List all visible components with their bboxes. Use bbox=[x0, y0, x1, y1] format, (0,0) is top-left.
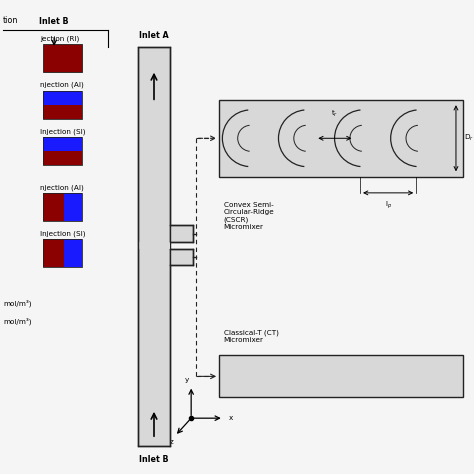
Text: x: x bbox=[228, 415, 233, 421]
Text: Inlet B: Inlet B bbox=[39, 17, 69, 26]
Text: mol/m³): mol/m³) bbox=[3, 299, 31, 307]
Bar bbox=[43, 137, 82, 151]
Bar bbox=[170, 225, 193, 242]
Text: Inlet B: Inlet B bbox=[139, 456, 169, 465]
Bar bbox=[138, 242, 170, 249]
Bar bbox=[43, 44, 82, 72]
Text: Injection (SI): Injection (SI) bbox=[40, 128, 86, 135]
Text: njection (AI): njection (AI) bbox=[40, 82, 84, 88]
Text: Inlet A: Inlet A bbox=[139, 30, 169, 39]
Text: Classical-T (CT)
Micromixer: Classical-T (CT) Micromixer bbox=[224, 330, 279, 343]
Text: z: z bbox=[170, 439, 173, 445]
Text: y: y bbox=[184, 377, 189, 383]
Bar bbox=[43, 91, 82, 118]
Text: njection (AI): njection (AI) bbox=[40, 184, 84, 191]
Text: tion: tion bbox=[3, 16, 18, 25]
Bar bbox=[138, 46, 170, 446]
Bar bbox=[43, 137, 82, 165]
Text: D$_r$: D$_r$ bbox=[465, 133, 474, 143]
Bar bbox=[219, 100, 463, 177]
Text: l$_p$: l$_p$ bbox=[384, 200, 392, 211]
Bar bbox=[43, 193, 82, 221]
Text: jection (RI): jection (RI) bbox=[40, 36, 80, 42]
Bar bbox=[64, 193, 82, 221]
Bar bbox=[64, 239, 82, 267]
Bar bbox=[43, 105, 82, 118]
Bar bbox=[43, 151, 82, 165]
Bar bbox=[219, 356, 463, 397]
Text: t$_r$: t$_r$ bbox=[331, 109, 338, 119]
Bar bbox=[43, 193, 64, 221]
Bar bbox=[43, 91, 82, 105]
Bar bbox=[43, 239, 82, 267]
Text: Injection (SI): Injection (SI) bbox=[40, 230, 86, 237]
Text: mol/m³): mol/m³) bbox=[3, 318, 31, 325]
Text: Convex Semi-
Circular-Ridge
(CSCR)
Micromixer: Convex Semi- Circular-Ridge (CSCR) Micro… bbox=[224, 202, 274, 230]
Bar bbox=[43, 239, 64, 267]
Bar bbox=[170, 249, 193, 265]
